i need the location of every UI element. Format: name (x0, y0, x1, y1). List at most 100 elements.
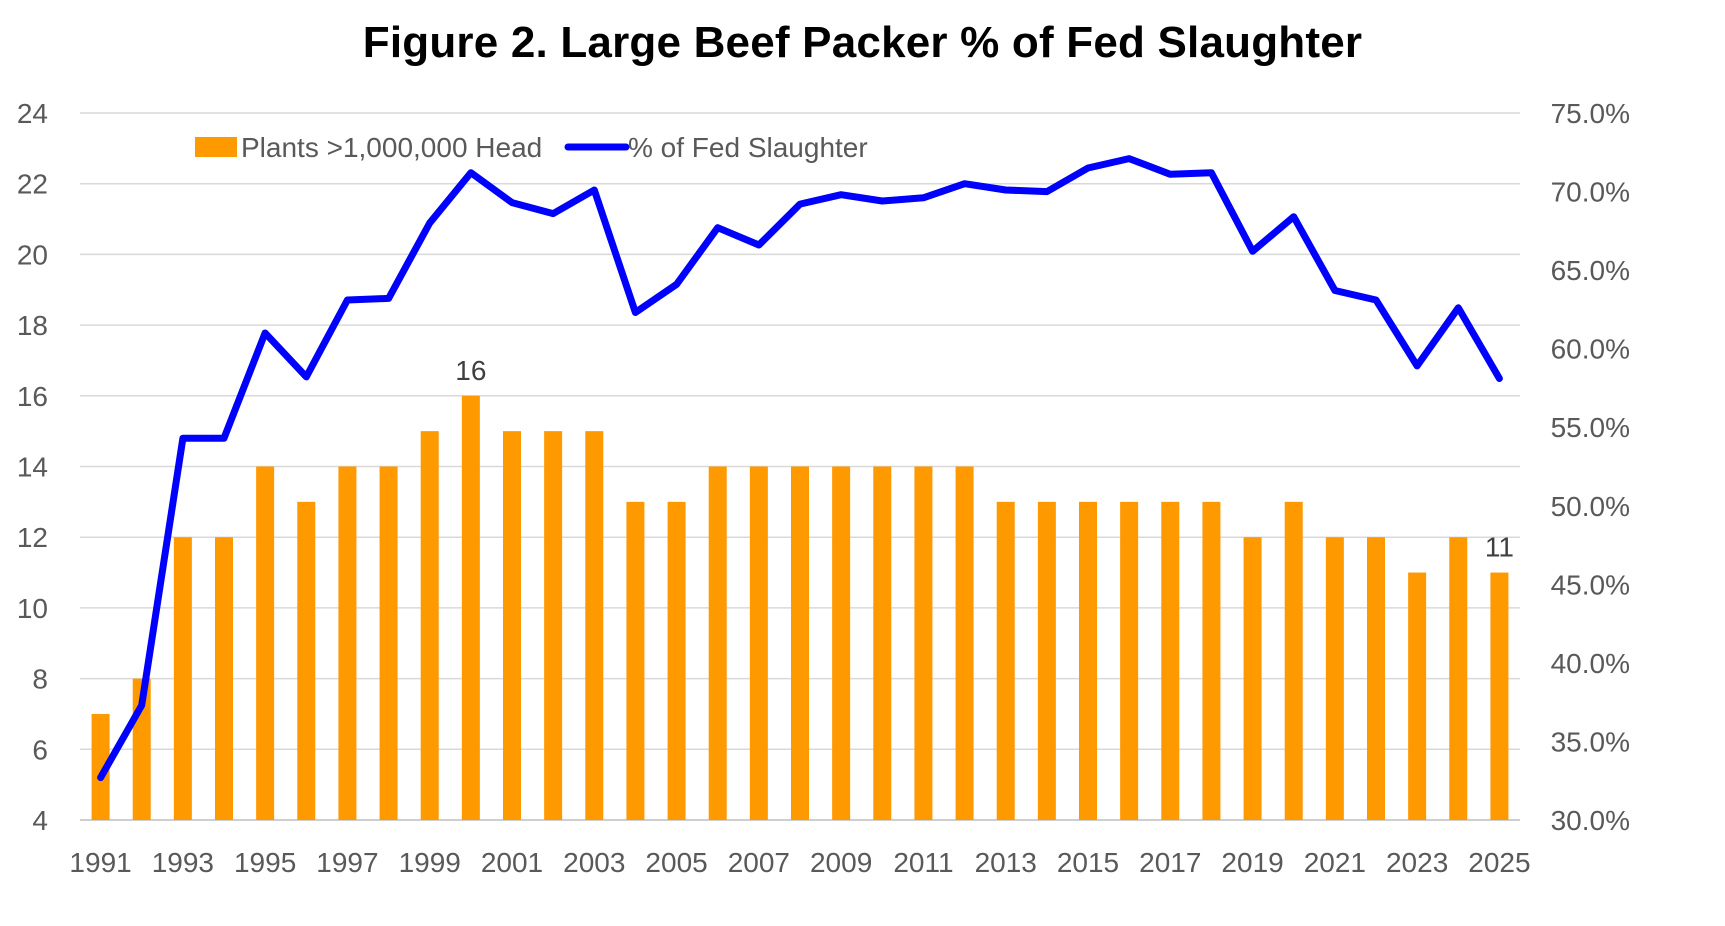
line-point-2000 (470, 172, 472, 174)
line-point-1991 (100, 777, 102, 779)
line-point-2025 (1498, 378, 1500, 380)
x-axis-tick-label: 2013 (975, 847, 1037, 878)
x-axis-tick-label: 1991 (69, 847, 131, 878)
x-axis-tick-label: 2005 (645, 847, 707, 878)
x-axis-tick-label: 2007 (728, 847, 790, 878)
x-axis-tick-label: 2009 (810, 847, 872, 878)
line-point-2013 (1005, 189, 1007, 191)
right-axis-tick-label: 40.0% (1551, 648, 1630, 679)
legend-label-fed-slaughter: % of Fed Slaughter (628, 132, 868, 163)
chart-title: Figure 2. Large Beef Packer % of Fed Sla… (362, 18, 1363, 67)
line-point-2015 (1087, 167, 1089, 169)
bar-1999 (420, 431, 439, 820)
x-axis-tick-label: 2021 (1304, 847, 1366, 878)
bar-2002 (544, 431, 563, 820)
left-axis-tick-label: 16 (17, 381, 48, 412)
bar-1997 (338, 466, 357, 820)
legend-label-plants: Plants >1,000,000 Head (241, 132, 542, 163)
left-axis-tick-label: 20 (17, 239, 48, 270)
left-axis-tick-label: 12 (17, 522, 48, 553)
line-point-2022 (1375, 299, 1377, 301)
x-axis-tick-label: 1995 (234, 847, 296, 878)
left-axis-tick-label: 22 (17, 169, 48, 200)
line-point-2017 (1169, 173, 1171, 175)
bar-2020 (1284, 501, 1303, 820)
line-point-2010 (881, 200, 883, 202)
x-axis-tick-label: 1999 (399, 847, 461, 878)
x-axis-tick-label: 2001 (481, 847, 543, 878)
line-point-2020 (1293, 216, 1295, 218)
bar-2000 (461, 395, 480, 820)
bar-1995 (256, 466, 275, 820)
bar-1991 (91, 713, 110, 820)
bar-2023 (1408, 572, 1427, 820)
line-point-1999 (429, 222, 431, 224)
left-axis-tick-label: 10 (17, 593, 48, 624)
legend: Plants >1,000,000 Head % of Fed Slaughte… (195, 132, 868, 163)
bar-2019 (1243, 537, 1262, 820)
left-axis-tick-label: 4 (32, 805, 48, 836)
left-axis-tick-label: 8 (32, 664, 48, 695)
line-point-1996 (305, 376, 307, 378)
line-point-2002 (552, 213, 554, 215)
line-point-2003 (593, 189, 595, 191)
bar-2024 (1449, 537, 1468, 820)
left-axis-tick-label: 6 (32, 734, 48, 765)
bar-1993 (173, 537, 192, 820)
left-axis-tick-label: 14 (17, 452, 48, 483)
bar-2015 (1079, 501, 1097, 820)
line-point-2024 (1457, 307, 1459, 309)
right-axis-tick-label: 60.0% (1551, 334, 1630, 365)
x-axis-tick-label: 2017 (1139, 847, 1201, 878)
right-axis-tick-label: 35.0% (1551, 726, 1630, 757)
bar-2004 (626, 501, 645, 820)
x-axis-tick-label: 2023 (1386, 847, 1448, 878)
line-point-1995 (264, 332, 266, 334)
bar-1996 (297, 501, 316, 820)
bar-2008 (791, 466, 809, 820)
line-point-2023 (1416, 365, 1418, 367)
line-point-2004 (634, 312, 636, 314)
x-axis-ticks: 1991 1993 1995 1997 1999 2001 2003 2005 2007 2009… (69, 847, 1530, 878)
bar-2005 (667, 501, 686, 820)
line-point-1994 (223, 437, 225, 439)
line-series (97, 155, 1503, 782)
line-point-2007 (758, 244, 760, 246)
line-point-1997 (346, 299, 348, 301)
line-point-2016 (1128, 158, 1130, 160)
line-point-2018 (1210, 172, 1212, 174)
bar-2006 (708, 466, 727, 820)
x-axis-tick-label: 2015 (1057, 847, 1119, 878)
left-axis-tick-label: 24 (17, 98, 48, 129)
bar-2014 (1037, 501, 1056, 820)
left-axis-tick-label: 18 (17, 310, 48, 341)
bar-series (91, 395, 1509, 820)
bar-2022 (1367, 537, 1385, 820)
line-point-2019 (1252, 250, 1254, 252)
line-point-1992 (141, 704, 143, 706)
legend-swatch-plants (195, 137, 237, 157)
bar-2010 (873, 466, 892, 820)
x-axis-tick-label: 2025 (1468, 847, 1530, 878)
bar-1994 (215, 537, 233, 820)
bar-data-label: 11 (1485, 532, 1514, 563)
x-axis-tick-label: 2011 (893, 847, 953, 878)
bar-2013 (996, 501, 1015, 820)
line-point-2001 (511, 202, 513, 204)
bar-2007 (749, 466, 768, 820)
line-point-2006 (717, 227, 719, 229)
bar-1998 (379, 466, 398, 820)
x-axis-tick-label: 2003 (563, 847, 625, 878)
bar-data-label: 16 (455, 355, 486, 386)
bar-2021 (1325, 537, 1344, 820)
line-point-2009 (840, 194, 842, 196)
line-point-1998 (388, 297, 390, 299)
right-axis-tick-label: 50.0% (1551, 491, 1630, 522)
line-point-2008 (799, 203, 801, 205)
right-axis-tick-label: 75.0% (1551, 98, 1630, 129)
bar-2011 (914, 466, 933, 820)
line-point-2005 (676, 283, 678, 285)
line-point-2012 (964, 183, 966, 185)
